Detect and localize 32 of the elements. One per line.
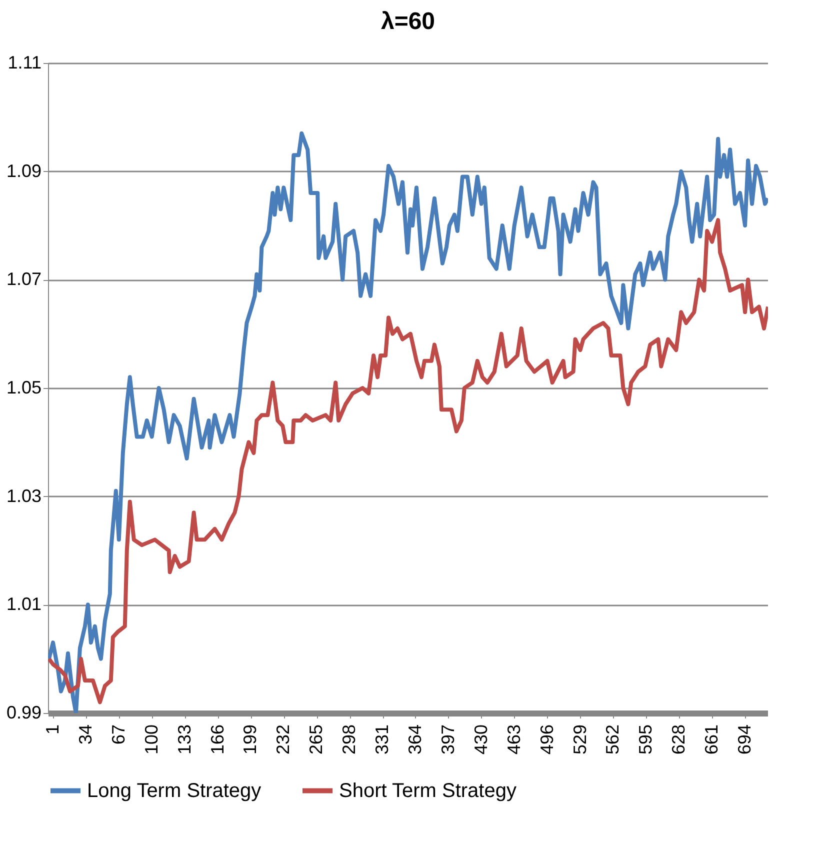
y-tick-label: 1.01 (6, 594, 42, 614)
x-tick-label: 232 (273, 724, 294, 755)
x-tick-label: 67 (108, 724, 128, 745)
x-tick-label: 166 (207, 724, 228, 755)
y-tick-label: 1.07 (6, 269, 42, 290)
y-tick-label: 1.03 (6, 486, 42, 506)
x-tick-label: 199 (240, 724, 260, 755)
legend-label: Short Term Strategy (339, 780, 516, 802)
x-tick-label: 34 (75, 724, 96, 745)
y-tick-label: 1.11 (8, 52, 42, 72)
x-tick-label: 265 (306, 724, 326, 755)
x-tick-label: 133 (174, 724, 194, 755)
y-tick-label: 0.99 (6, 702, 42, 722)
x-tick-label: 100 (141, 724, 162, 755)
x-tick-label: 1 (42, 724, 62, 735)
x-tick-label: 595 (636, 724, 656, 755)
x-tick-label: 397 (438, 724, 458, 755)
x-tick-label: 298 (339, 724, 360, 755)
y-tick-label: 1.09 (6, 160, 42, 181)
x-tick-label: 430 (470, 724, 491, 755)
y-tick-label: 1.05 (6, 378, 42, 398)
x-tick-label: 628 (668, 724, 689, 755)
x-tick-label: 529 (570, 724, 590, 755)
x-tick-label: 694 (734, 724, 755, 755)
x-tick-label: 331 (372, 724, 392, 755)
chart-title: λ=60 (380, 8, 436, 35)
x-tick-label: 364 (404, 724, 425, 755)
x-tick-label: 661 (702, 724, 722, 755)
legend-label: Long Term Strategy (87, 780, 262, 802)
x-tick-label: 562 (602, 724, 623, 755)
x-tick-label: 496 (536, 724, 557, 755)
x-tick-label: 463 (504, 724, 524, 755)
